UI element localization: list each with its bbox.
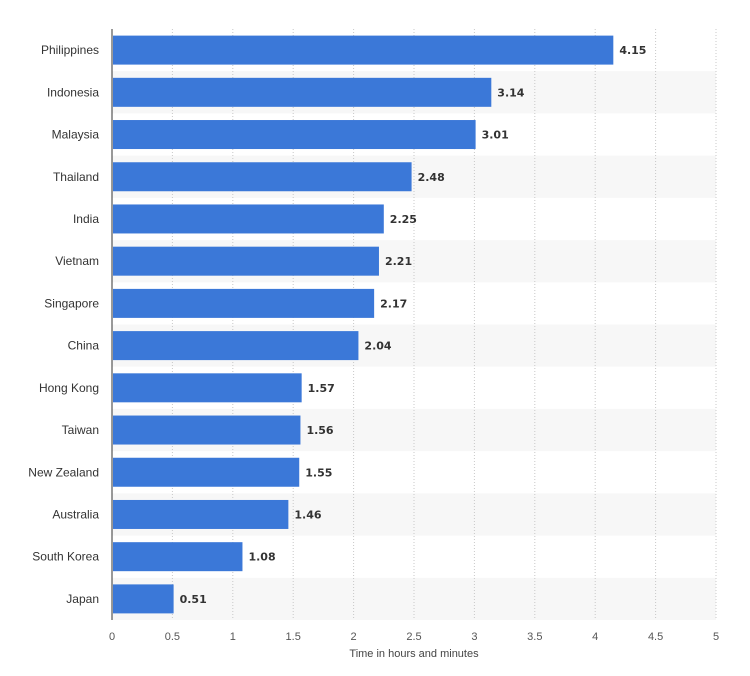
bar xyxy=(113,77,492,107)
bars xyxy=(113,35,614,614)
value-label: 2.48 xyxy=(418,171,445,184)
bar xyxy=(113,246,379,276)
bar xyxy=(113,204,384,234)
x-tick-label: 0.5 xyxy=(165,631,180,643)
value-label: 1.57 xyxy=(308,382,335,395)
bar xyxy=(113,331,359,361)
value-label: 0.51 xyxy=(180,593,207,606)
x-tick-label: 2 xyxy=(351,631,357,643)
category-label: India xyxy=(73,212,99,226)
category-label: South Korea xyxy=(32,550,99,564)
x-axis-ticks: 0 0.5 1 1.5 2 2.5 3 3.5 4 4.5 5 xyxy=(109,631,719,643)
value-label: 2.17 xyxy=(380,297,407,310)
value-label: 1.46 xyxy=(294,508,321,521)
category-label: Japan xyxy=(66,592,99,606)
bar xyxy=(113,584,174,614)
value-labels: 4.15 3.14 3.01 2.48 2.25 2.21 2.17 2.04 1.57 1.56… xyxy=(180,44,647,606)
bar xyxy=(113,120,476,150)
value-label: 1.56 xyxy=(306,424,333,437)
value-label: 2.25 xyxy=(390,213,417,226)
value-label: 3.01 xyxy=(482,129,509,142)
category-label: Hong Kong xyxy=(39,381,99,395)
x-tick-label: 4 xyxy=(592,631,598,643)
bar xyxy=(113,35,614,65)
value-label: 1.08 xyxy=(248,551,275,564)
bar xyxy=(113,499,289,529)
x-tick-label: 4.5 xyxy=(648,631,663,643)
category-label: Malaysia xyxy=(52,128,100,142)
value-label: 4.15 xyxy=(619,44,646,57)
bar xyxy=(113,415,301,445)
category-label: New Zealand xyxy=(28,465,99,479)
value-label: 3.14 xyxy=(497,86,524,99)
value-label: 1.55 xyxy=(305,466,332,479)
x-tick-label: 2.5 xyxy=(406,631,421,643)
x-axis-title: Time in hours and minutes xyxy=(349,648,479,660)
x-tick-label: 3.5 xyxy=(527,631,542,643)
x-tick-label: 5 xyxy=(713,631,719,643)
category-label: Vietnam xyxy=(55,254,99,268)
value-label: 2.21 xyxy=(385,255,412,268)
x-tick-label: 1 xyxy=(230,631,236,643)
bar xyxy=(113,457,300,487)
value-label: 2.04 xyxy=(364,340,391,353)
category-label: Thailand xyxy=(53,170,99,184)
category-label: Australia xyxy=(52,507,99,521)
x-tick-label: 3 xyxy=(471,631,477,643)
x-tick-label: 1.5 xyxy=(286,631,301,643)
category-label: Taiwan xyxy=(62,423,99,437)
bar xyxy=(113,162,412,192)
category-label: China xyxy=(68,339,100,353)
category-label: Indonesia xyxy=(47,85,99,99)
bar xyxy=(113,542,243,572)
category-label: Philippines xyxy=(41,43,99,57)
bar xyxy=(113,373,302,403)
x-tick-label: 0 xyxy=(109,631,115,643)
bar xyxy=(113,288,375,318)
category-label: Singapore xyxy=(44,296,99,310)
category-labels: Philippines Indonesia Malaysia Thailand Indi… xyxy=(28,43,99,606)
